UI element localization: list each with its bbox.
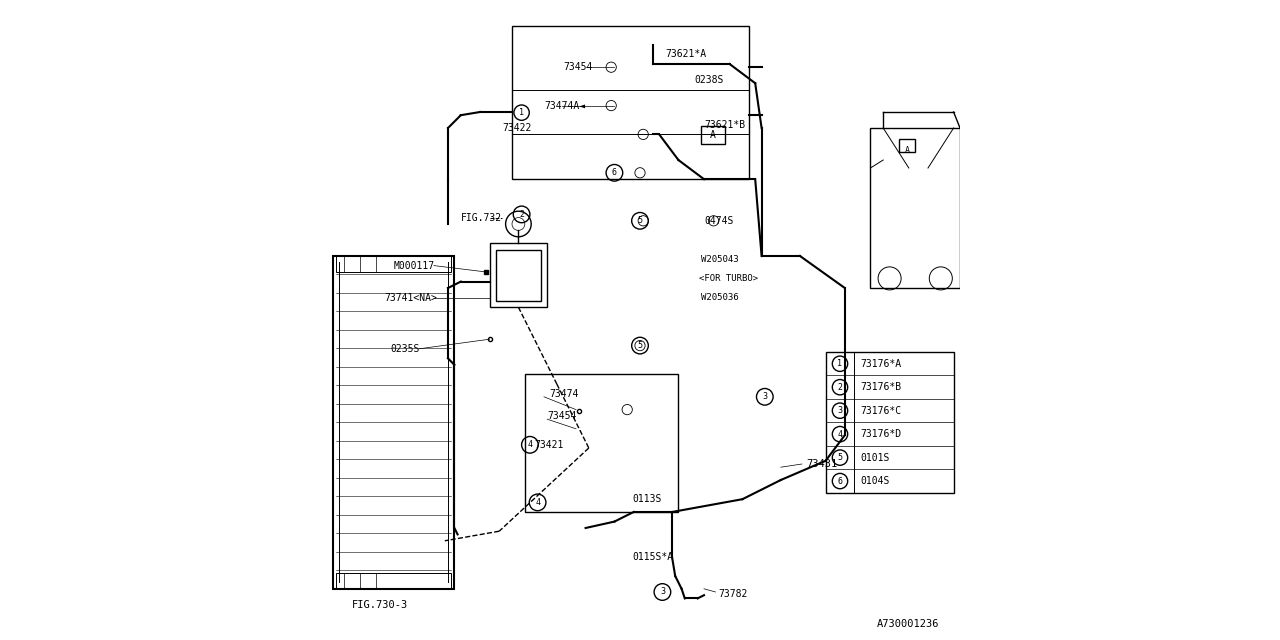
Text: 73421: 73421 — [535, 440, 563, 450]
Text: 1: 1 — [520, 108, 524, 117]
Text: <FOR TURBO>: <FOR TURBO> — [699, 274, 758, 283]
Bar — [525, 374, 678, 512]
Text: 0238S: 0238S — [694, 75, 723, 85]
Text: 73741<NA>: 73741<NA> — [384, 292, 436, 303]
Bar — [701, 126, 724, 144]
Bar — [497, 250, 540, 301]
Text: 73176*C: 73176*C — [861, 406, 902, 415]
Text: 2: 2 — [520, 210, 524, 219]
Text: 4: 4 — [837, 429, 842, 438]
Text: 73782: 73782 — [718, 589, 748, 599]
Text: W205043: W205043 — [701, 255, 739, 264]
Text: 0235S: 0235S — [390, 344, 420, 354]
Text: 73176*A: 73176*A — [861, 359, 902, 369]
Bar — [870, 128, 960, 288]
Text: 0115S*A: 0115S*A — [632, 552, 673, 562]
Bar — [826, 352, 954, 493]
Text: 73176*D: 73176*D — [861, 429, 902, 439]
Text: FIG.732: FIG.732 — [461, 212, 502, 223]
Bar — [335, 256, 452, 272]
Text: 73474: 73474 — [549, 388, 579, 399]
Text: 73454: 73454 — [563, 62, 593, 72]
Text: 6: 6 — [612, 168, 617, 177]
Text: 73621*A: 73621*A — [666, 49, 707, 60]
Text: 3: 3 — [763, 392, 767, 401]
Text: 0101S: 0101S — [861, 452, 890, 463]
Text: 6: 6 — [837, 477, 842, 486]
Text: W205036: W205036 — [701, 293, 739, 302]
Text: 2: 2 — [837, 383, 842, 392]
Text: 4: 4 — [527, 440, 532, 449]
Text: 3: 3 — [660, 588, 664, 596]
Bar — [333, 256, 454, 589]
Bar — [900, 140, 915, 152]
Text: 1: 1 — [837, 359, 842, 368]
Text: 0113S: 0113S — [632, 494, 662, 504]
Text: 5: 5 — [637, 341, 643, 350]
Text: A730001236: A730001236 — [877, 619, 940, 629]
Text: 73474A◄: 73474A◄ — [544, 100, 585, 111]
Text: 73431: 73431 — [806, 459, 837, 469]
Bar — [512, 26, 749, 179]
Text: M000117: M000117 — [394, 260, 435, 271]
Text: 73176*B: 73176*B — [861, 382, 902, 392]
Text: 3: 3 — [837, 406, 842, 415]
Bar — [335, 573, 452, 589]
Text: 5: 5 — [637, 216, 643, 225]
Text: 73454: 73454 — [548, 411, 576, 421]
Bar — [490, 243, 548, 307]
Text: 73422: 73422 — [502, 123, 531, 133]
Text: 4: 4 — [535, 498, 540, 507]
Text: 5: 5 — [837, 453, 842, 462]
Text: A: A — [905, 146, 910, 155]
Text: 0104S: 0104S — [861, 476, 890, 486]
Text: 0474S: 0474S — [704, 216, 733, 226]
Text: FIG.730-3: FIG.730-3 — [352, 600, 408, 610]
Text: 73621*B: 73621*B — [704, 120, 745, 130]
Text: A: A — [710, 130, 716, 140]
